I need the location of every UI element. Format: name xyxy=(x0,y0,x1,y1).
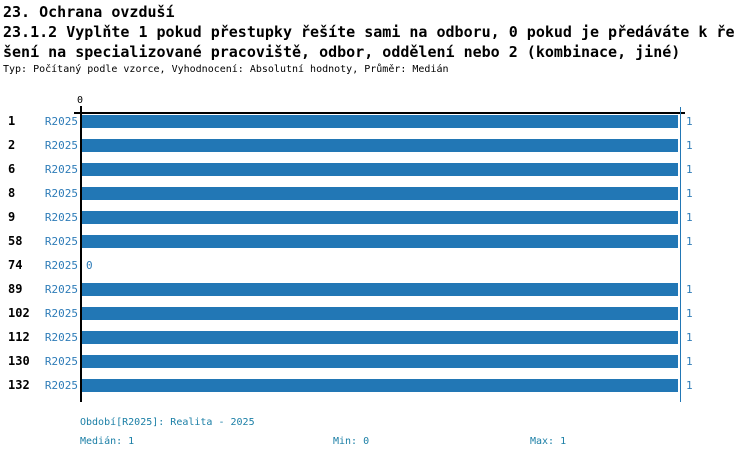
bar xyxy=(82,355,678,368)
chart-row: 58 R2025 1 xyxy=(0,235,750,248)
bar-value-label: 1 xyxy=(686,283,693,296)
bar-value-label: 1 xyxy=(686,139,693,152)
chart-row: 74 R2025 0 xyxy=(0,258,750,273)
chart-row: 130 R2025 1 xyxy=(0,355,750,368)
chart-row: 8 R2025 1 xyxy=(0,187,750,200)
row-series-label: R2025 xyxy=(44,283,78,296)
section-title: 23. Ochrana ovzduší xyxy=(3,3,175,21)
bar-value-label: 1 xyxy=(686,163,693,176)
row-series-label: R2025 xyxy=(44,163,78,176)
row-category-label: 74 xyxy=(8,258,23,272)
chart-row: 89 R2025 1 xyxy=(0,283,750,296)
bar xyxy=(82,187,678,200)
bar-value-label: 1 xyxy=(686,379,693,392)
y-axis-line xyxy=(80,106,82,402)
row-category-label: 132 xyxy=(8,378,30,392)
bar xyxy=(82,139,678,152)
row-category-label: 112 xyxy=(8,330,30,344)
question-title-line2: šení na specializované pracoviště, odbor… xyxy=(3,43,681,61)
bar xyxy=(82,307,678,320)
row-series-label: R2025 xyxy=(44,307,78,320)
chart-row: 1 R2025 1 xyxy=(0,115,750,128)
row-category-label: 1 xyxy=(8,114,16,128)
row-series-label: R2025 xyxy=(44,187,78,200)
bar xyxy=(82,379,678,392)
row-category-label: 9 xyxy=(8,210,16,224)
min-stat: Min: 0 xyxy=(333,436,370,447)
bar xyxy=(82,163,678,176)
chart-row: 102 R2025 1 xyxy=(0,307,750,320)
question-meta: Typ: Počítaný podle vzorce, Vyhodnocení:… xyxy=(3,64,449,75)
row-series-label: R2025 xyxy=(44,259,78,272)
row-series-label: R2025 xyxy=(44,331,78,344)
row-category-label: 6 xyxy=(8,162,16,176)
bar-value-label: 1 xyxy=(686,235,693,248)
chart-row: 6 R2025 1 xyxy=(0,163,750,176)
row-category-label: 130 xyxy=(8,354,30,368)
row-series-label: R2025 xyxy=(44,379,78,392)
bar-value-label: 0 xyxy=(86,259,93,272)
x-axis-top-line xyxy=(74,112,685,114)
row-category-label: 2 xyxy=(8,138,16,152)
bar xyxy=(82,331,678,344)
bar-value-label: 1 xyxy=(686,115,693,128)
chart-row: 2 R2025 1 xyxy=(0,139,750,152)
bar xyxy=(82,211,678,224)
row-category-label: 8 xyxy=(8,186,16,200)
period-legend: Období[R2025]: Realita - 2025 xyxy=(80,417,255,428)
chart-row: 9 R2025 1 xyxy=(0,211,750,224)
row-series-label: R2025 xyxy=(44,235,78,248)
max-stat: Max: 1 xyxy=(530,436,567,447)
bar-value-label: 1 xyxy=(686,307,693,320)
x-axis-tick-zero: 0 xyxy=(76,95,84,106)
row-series-label: R2025 xyxy=(44,211,78,224)
bar-value-label: 1 xyxy=(686,187,693,200)
row-series-label: R2025 xyxy=(44,139,78,152)
chart-row: 112 R2025 1 xyxy=(0,331,750,344)
chart-row: 132 R2025 1 xyxy=(0,379,750,392)
row-category-label: 58 xyxy=(8,234,23,248)
bar xyxy=(82,283,678,296)
row-series-label: R2025 xyxy=(44,355,78,368)
bar-value-label: 1 xyxy=(686,331,693,344)
question-title-line1: 23.1.2 Vyplňte 1 pokud přestupky řešíte … xyxy=(3,23,735,41)
row-category-label: 102 xyxy=(8,306,30,320)
bar-value-label: 1 xyxy=(686,355,693,368)
bar-value-label: 1 xyxy=(686,211,693,224)
bar xyxy=(82,235,678,248)
row-category-label: 89 xyxy=(8,282,23,296)
bar xyxy=(82,115,678,128)
max-value-line xyxy=(680,107,681,402)
row-series-label: R2025 xyxy=(44,115,78,128)
median-stat: Medián: 1 xyxy=(80,436,135,447)
